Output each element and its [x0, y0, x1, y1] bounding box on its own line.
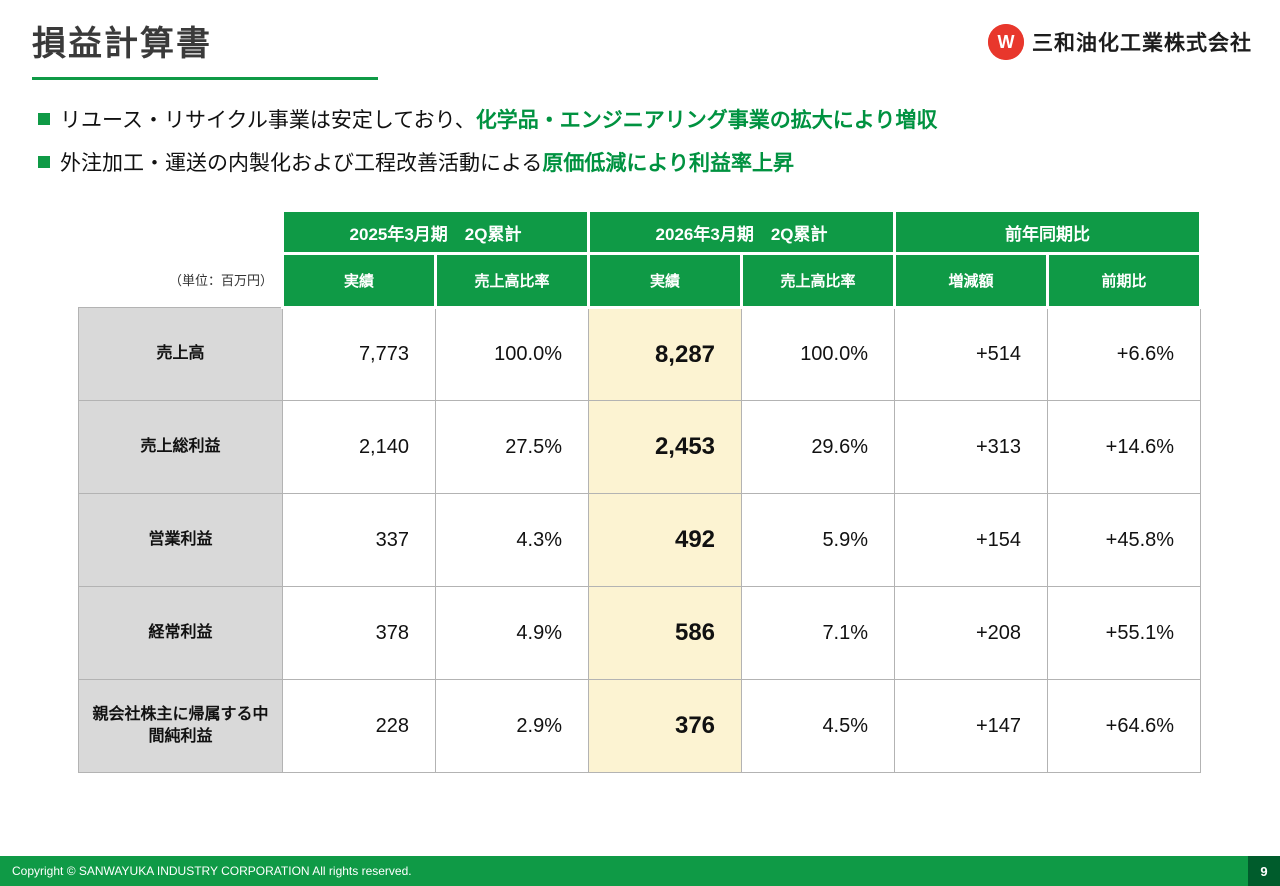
col-group-yoy: 前年同期比 — [893, 211, 1203, 256]
subheader-ratio-2026: 売上高比率 — [740, 252, 897, 310]
table-row-net-income: 親会社株主に帰属する中間純利益 228 2.9% 376 4.5% +147 +… — [78, 679, 1202, 774]
page-number: 9 — [1248, 856, 1280, 886]
table-cell: 4.3% — [434, 493, 590, 588]
col-group-fy2026: 2026年3月期 2Q累計 — [587, 211, 897, 256]
bullet-square-icon — [38, 156, 50, 169]
table-cell: +154 — [894, 493, 1049, 588]
table-cell-highlight: 586 — [588, 586, 743, 681]
table-cell: +514 — [894, 307, 1049, 402]
table-cell: 4.9% — [434, 586, 590, 681]
bullet-item-1: リユース・リサイクル事業は安定しており、化学品・エンジニアリング事業の拡大により… — [38, 106, 1280, 136]
table-cell-highlight: 8,287 — [588, 307, 743, 402]
copyright-text: Copyright © SANWAYUKA INDUSTRY CORPORATI… — [12, 864, 412, 878]
table-cell: +208 — [894, 586, 1049, 681]
table-cell: 4.5% — [741, 679, 896, 774]
table-cell: 228 — [282, 679, 436, 774]
row-label: 経常利益 — [78, 586, 283, 681]
subheader-actual-2026: 実績 — [587, 252, 744, 310]
table-cell: +14.6% — [1047, 400, 1202, 495]
company-logo: W 三和油化工業株式会社 — [988, 24, 1252, 60]
unit-note: （単位：百万円） — [78, 211, 283, 308]
table-cell: +313 — [894, 400, 1049, 495]
company-name: 三和油化工業株式会社 — [1032, 32, 1252, 55]
pl-table: （単位：百万円） 2025年3月期 2Q累計 2026年3月期 2Q累計 前年同… — [78, 211, 1203, 774]
table-cell: 29.6% — [741, 400, 896, 495]
table-cell-highlight: 376 — [588, 679, 743, 774]
table-cell: 2.9% — [434, 679, 590, 774]
subheader-actual-2025: 実績 — [281, 252, 437, 310]
table-cell: 7.1% — [741, 586, 896, 681]
logo-icon: W — [988, 24, 1024, 60]
bullet-square-icon — [38, 113, 50, 125]
row-label: 売上総利益 — [78, 400, 283, 495]
bullet-2-text: 外注加工・運送の内製化および工程改善活動による — [60, 152, 543, 176]
table-cell: +64.6% — [1047, 679, 1202, 774]
bullet-item-2: 外注加工・運送の内製化および工程改善活動による原価低減により利益率上昇 — [38, 149, 1280, 179]
table-row-ordinary-profit: 経常利益 378 4.9% 586 7.1% +208 +55.1% — [78, 586, 1202, 681]
table-cell: +6.6% — [1047, 307, 1202, 402]
row-label: 売上高 — [78, 307, 283, 402]
page-title: 損益計算書 — [32, 25, 212, 63]
subheader-change: 増減額 — [893, 252, 1050, 310]
table-cell-highlight: 492 — [588, 493, 743, 588]
bullet-list: リユース・リサイクル事業は安定しており、化学品・エンジニアリング事業の拡大により… — [38, 106, 1280, 180]
table-cell: +45.8% — [1047, 493, 1202, 588]
col-group-fy2025: 2025年3月期 2Q累計 — [280, 211, 591, 256]
table-row-operating-profit: 営業利益 337 4.3% 492 5.9% +154 +45.8% — [78, 493, 1202, 588]
table-cell: +55.1% — [1047, 586, 1202, 681]
table-row-sales: 売上高 7,773 100.0% 8,287 100.0% +514 +6.6% — [78, 307, 1202, 402]
bullet-2-highlight: 原価低減により利益率上昇 — [542, 152, 794, 176]
header: 損益計算書 W 三和油化工業株式会社 — [0, 0, 1280, 80]
table-cell: 337 — [282, 493, 436, 588]
table-row-gross-profit: 売上総利益 2,140 27.5% 2,453 29.6% +313 +14.6… — [78, 400, 1202, 495]
bullet-1-highlight: 化学品・エンジニアリング事業の拡大により増収 — [475, 109, 938, 132]
subheader-ratio-2025: 売上高比率 — [433, 252, 591, 310]
header-sub-row: 実績 売上高比率 実績 売上高比率 増減額 前期比 — [79, 252, 1203, 310]
row-label: 営業利益 — [78, 493, 283, 588]
row-label: 親会社株主に帰属する中間純利益 — [78, 679, 283, 774]
footer-bar: Copyright © SANWAYUKA INDUSTRY CORPORATI… — [0, 856, 1280, 886]
pl-table-wrapper: （単位：百万円） 2025年3月期 2Q累計 2026年3月期 2Q累計 前年同… — [78, 211, 1280, 774]
table-cell-highlight: 2,453 — [588, 400, 743, 495]
title-block: 損益計算書 — [32, 16, 378, 80]
header-group-row: （単位：百万円） 2025年3月期 2Q累計 2026年3月期 2Q累計 前年同… — [78, 211, 1203, 308]
table-cell: 5.9% — [741, 493, 896, 588]
table-cell: 27.5% — [434, 400, 590, 495]
bullet-1-text: リユース・リサイクル事業は安定しており、 — [60, 109, 476, 132]
table-cell: +147 — [894, 679, 1049, 774]
title-underline — [32, 77, 378, 80]
table-cell: 100.0% — [741, 307, 896, 402]
subheader-yoy-pct: 前期比 — [1046, 252, 1203, 310]
table-cell: 7,773 — [282, 307, 436, 402]
table-cell: 378 — [282, 586, 436, 681]
table-cell: 100.0% — [434, 307, 590, 402]
table-cell: 2,140 — [282, 400, 436, 495]
